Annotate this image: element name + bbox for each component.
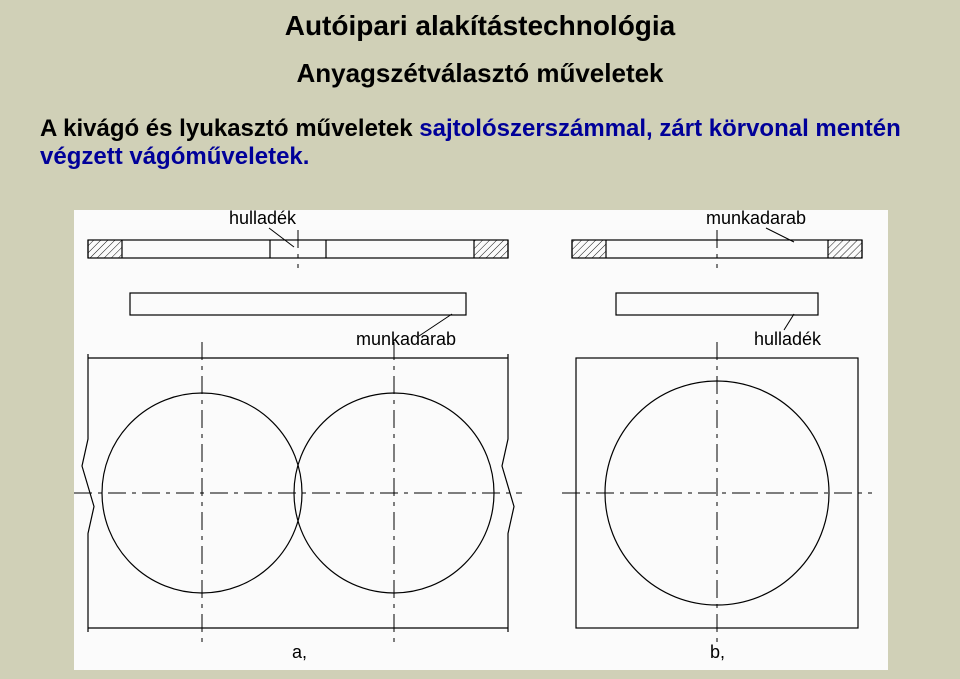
body-plain-span: A kivágó és lyukasztó műveletek <box>40 115 419 142</box>
diagram-label: munkadarab <box>706 210 806 228</box>
page-subtitle: Anyagszétválasztó műveletek <box>0 58 960 89</box>
diagram-label: hulladék <box>229 210 297 228</box>
slide-page: Autóipari alakítástechnológia Anyagszétv… <box>0 0 960 679</box>
page-title: Autóipari alakítástechnológia <box>0 10 960 42</box>
diagram-panel: hulladék munkadarab munkadarab hulladék a, b, <box>74 210 888 670</box>
diagram-label: hulladék <box>754 329 822 349</box>
diagram-caption: a, <box>292 642 307 662</box>
body-paragraph: A kivágó és lyukasztó műveletek sajtolós… <box>40 115 940 171</box>
diagram-svg: hulladék munkadarab munkadarab hulladék a, b, <box>74 210 888 670</box>
diagram-label: munkadarab <box>356 329 456 349</box>
diagram-caption: b, <box>710 642 725 662</box>
